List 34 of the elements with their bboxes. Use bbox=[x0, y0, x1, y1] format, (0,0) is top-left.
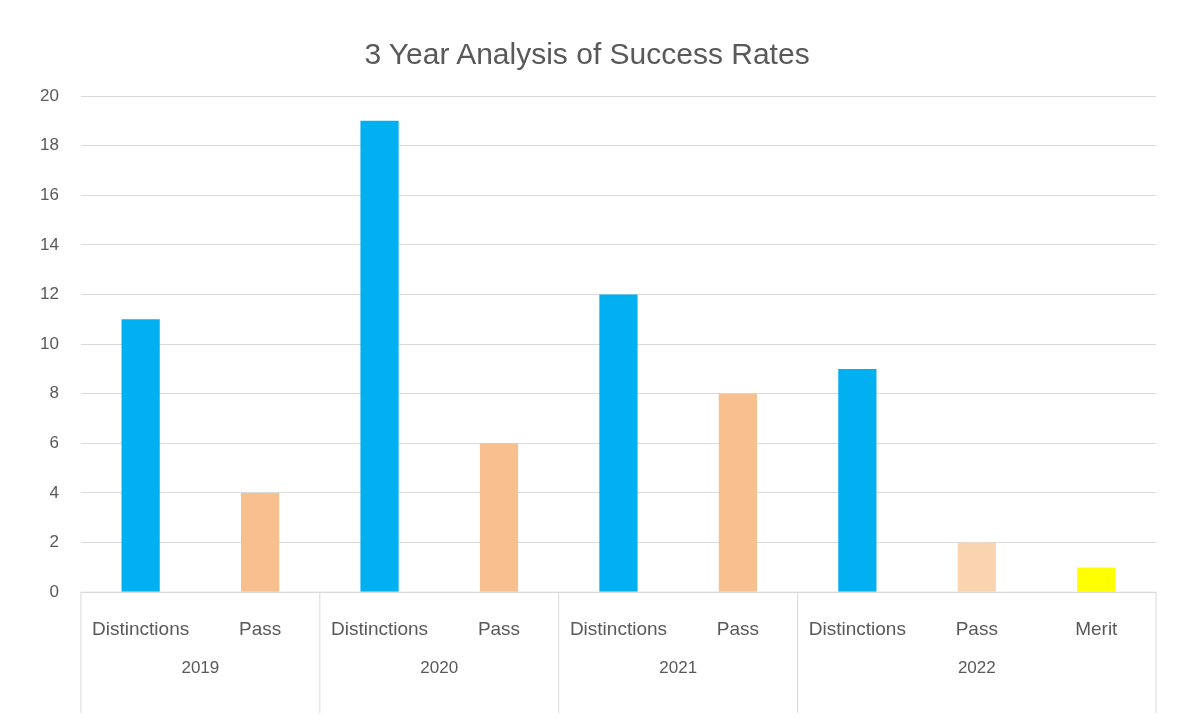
y-tick-label: 16 bbox=[39, 184, 59, 204]
bar bbox=[121, 319, 160, 592]
x-tick-label: Distinctions bbox=[808, 617, 906, 639]
bar bbox=[240, 492, 280, 592]
text: 2019 bbox=[181, 657, 220, 677]
x-tick-label: Pass bbox=[955, 617, 998, 639]
y-tick-label: 14 bbox=[39, 234, 59, 254]
bar bbox=[957, 542, 996, 592]
y-tick-label: 0 bbox=[49, 581, 59, 601]
x-tick-label: Merit bbox=[1075, 617, 1119, 639]
y-tick-label: 8 bbox=[49, 383, 59, 403]
x-tick-label: Distinctions bbox=[92, 617, 190, 639]
bar bbox=[360, 120, 399, 592]
x-tick-label: Distinctions bbox=[330, 617, 429, 639]
y-tick-label: 18 bbox=[39, 135, 59, 155]
y-tick-label: 10 bbox=[39, 333, 59, 353]
bar bbox=[599, 294, 638, 592]
chart-title: 3 Year Analysis of Success Rates bbox=[364, 37, 810, 71]
y-tick-label: 2 bbox=[49, 532, 59, 552]
bar bbox=[718, 393, 758, 592]
bar bbox=[838, 368, 877, 592]
bar bbox=[479, 443, 519, 592]
y-tick-label: 12 bbox=[39, 284, 59, 304]
x-tick-label: Pass bbox=[477, 617, 521, 639]
text: 2021 bbox=[659, 657, 698, 677]
text: 2020 bbox=[420, 657, 459, 677]
y-tick-label: 4 bbox=[49, 482, 59, 502]
text: 2022 bbox=[957, 657, 996, 677]
bar bbox=[1077, 567, 1116, 592]
x-tick-label: Distinctions bbox=[569, 617, 668, 639]
x-tick-label: Pass bbox=[716, 617, 760, 639]
y-tick-label: 20 bbox=[39, 85, 59, 105]
x-tick-label: Pass bbox=[238, 617, 282, 639]
y-tick-label: 6 bbox=[49, 433, 59, 453]
